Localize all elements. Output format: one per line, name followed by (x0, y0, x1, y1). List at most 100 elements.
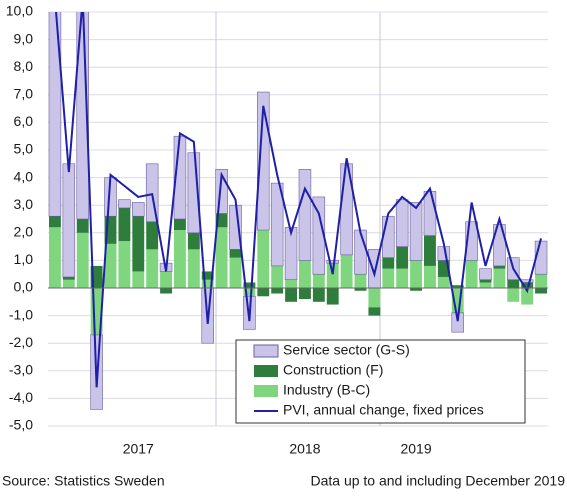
bar-segment (118, 199, 131, 209)
bar-segment (118, 207, 131, 242)
bar-segment (160, 288, 172, 294)
bar-segment (243, 288, 256, 297)
bar-segment (229, 249, 242, 258)
bar-segment (326, 260, 339, 264)
bar-segment (368, 307, 381, 316)
bar-segment (62, 279, 75, 288)
y-tick-label: 10,0 (6, 3, 33, 19)
x-tick-label: 2019 (400, 441, 431, 457)
legend-swatch (253, 344, 279, 358)
bar-segment (201, 271, 214, 280)
bar-segment (437, 260, 450, 277)
bar-segment (410, 260, 422, 288)
bar-segment (354, 288, 367, 291)
bar-segment (62, 276, 75, 280)
y-tick-label: 9,0 (14, 30, 34, 46)
bar-segment (507, 288, 520, 302)
x-tick-label: 2017 (123, 441, 154, 457)
bar-segment (270, 182, 284, 267)
bar-segment (465, 260, 478, 288)
y-tick-label: 2,0 (14, 224, 34, 240)
legend-swatch (254, 365, 278, 377)
bar-segment (382, 257, 395, 269)
bar-segment (174, 219, 186, 231)
y-tick-label: 3,0 (14, 196, 34, 212)
bar-segment (354, 229, 367, 275)
y-tick-label: 1,0 (14, 251, 34, 267)
bar-segment (48, 12, 62, 217)
bar-segment (187, 249, 200, 288)
bar-segment (326, 263, 339, 288)
source-note: Source: Statistics Sweden (2, 473, 165, 489)
y-tick-label: 8,0 (14, 58, 34, 74)
bar-segment (76, 12, 89, 220)
bar-segment (410, 288, 422, 291)
bar-segment (479, 282, 492, 288)
bar-segment (493, 224, 506, 267)
bar-segment (76, 219, 89, 233)
bar-segment (146, 221, 159, 250)
bar-segment (243, 282, 256, 288)
bar-segment (396, 268, 409, 288)
bar-segment (118, 241, 131, 288)
legend-box (235, 339, 526, 424)
bar-segment (340, 254, 353, 288)
y-tick-label: 0,0 (14, 279, 34, 295)
y-tick-label: 6,0 (14, 113, 34, 129)
bar-segment (521, 282, 534, 288)
legend-label: Industry (B-C) (283, 382, 370, 398)
bar-segment (229, 257, 242, 288)
bar-segment (423, 191, 437, 236)
bar-segment (424, 265, 436, 288)
bar-segment (354, 274, 367, 288)
bar-segment (479, 279, 492, 283)
y-tick-label: -4,0 (9, 389, 33, 405)
bar-segment (257, 288, 270, 297)
bar-segment (90, 288, 103, 335)
bar-segment (132, 271, 145, 288)
bar-segment (451, 288, 464, 313)
bar-segment (174, 230, 186, 288)
x-tick-label: 2018 (289, 441, 320, 457)
bar-segment (535, 274, 547, 288)
bar-segment (312, 288, 325, 302)
line (55, 12, 543, 388)
bar-segment (284, 226, 298, 281)
bar-segment (90, 265, 103, 288)
bar-segment (521, 288, 534, 305)
bar-segment (76, 232, 89, 288)
bar-segment (535, 288, 547, 294)
bar-segment (215, 213, 228, 228)
bar-segment (493, 268, 506, 288)
bar-segment (187, 232, 200, 250)
bar-segment (368, 288, 381, 308)
bar-segment (104, 243, 117, 288)
legend-swatch (254, 385, 278, 397)
bar-segment (465, 221, 478, 261)
bar-segment (298, 169, 312, 261)
legend-label: Service sector (G-S) (283, 342, 410, 358)
bar-segment (104, 216, 117, 244)
bar-segment (451, 285, 464, 288)
bar-segment (271, 288, 284, 294)
bar-segment (507, 279, 520, 288)
bar-segment (49, 216, 61, 228)
bar-segment (257, 91, 270, 231)
bar-segment (145, 163, 159, 223)
y-tick-label: -5,0 (9, 417, 33, 433)
bar-segment (215, 227, 228, 288)
bar-segment (201, 279, 214, 288)
bar-segment (285, 288, 297, 302)
y-tick-label: 4,0 (14, 168, 34, 184)
legend-label: Construction (F) (283, 362, 383, 378)
bar-segment (437, 276, 450, 288)
y-tick-label: 7,0 (14, 86, 34, 102)
bar-segment (257, 230, 270, 288)
bar-segment (396, 246, 409, 269)
legend-label: PVI, annual change, fixed prices (283, 402, 484, 418)
bar-segment (520, 279, 534, 283)
bar-segment (62, 163, 76, 278)
bar-segment (299, 288, 311, 300)
y-tick-label: -3,0 (9, 362, 33, 378)
